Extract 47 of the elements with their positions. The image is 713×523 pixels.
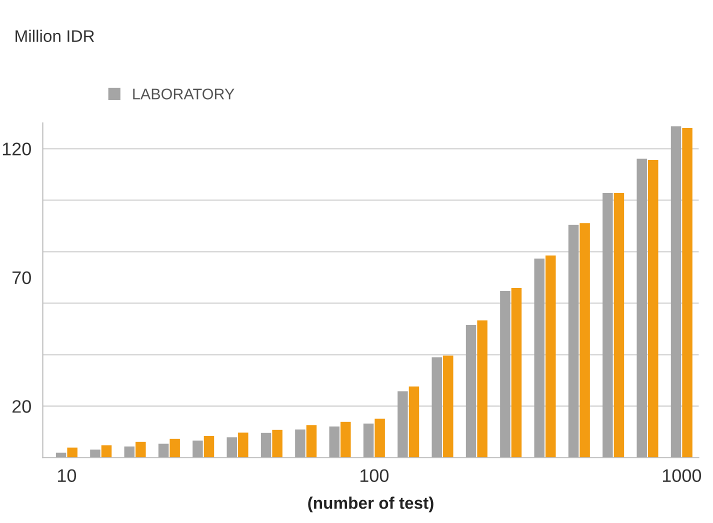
bar (170, 438, 180, 458)
bar (90, 450, 100, 458)
bar (124, 446, 135, 458)
bar (568, 224, 579, 458)
bar (295, 430, 306, 458)
bar (158, 444, 169, 458)
x-tick-label: 100 (360, 469, 389, 482)
y-tick-label: 70 (12, 271, 31, 284)
x-axis-title: (number of test) (308, 496, 434, 512)
bar (670, 126, 682, 458)
x-tick-label: 10 (58, 469, 76, 482)
bar (340, 422, 351, 458)
bar (648, 160, 658, 458)
bar (511, 288, 522, 458)
bar (329, 426, 340, 458)
bar (238, 432, 248, 458)
bar (56, 452, 66, 458)
bar (101, 445, 112, 458)
bar (432, 357, 442, 458)
bar (136, 442, 146, 458)
bar (477, 320, 488, 458)
text: Million IDR (16, 30, 94, 42)
bar (546, 256, 556, 458)
x-tick-label: 1000 (662, 469, 702, 482)
bar (443, 356, 454, 458)
bar (580, 223, 590, 458)
bar (204, 436, 214, 458)
bar (500, 291, 510, 458)
bar (398, 391, 408, 458)
bar (614, 192, 624, 458)
bar (682, 128, 692, 458)
bar (602, 192, 613, 458)
bar (363, 424, 374, 458)
bar (408, 386, 420, 458)
bar (260, 432, 272, 458)
y-tick-label: 20 (12, 400, 31, 413)
bar (374, 418, 385, 458)
legend-label: LABORATORY (133, 88, 234, 100)
bar (226, 437, 238, 458)
bar (466, 325, 476, 458)
bar (67, 448, 78, 458)
bar (534, 258, 544, 458)
bar (192, 440, 203, 458)
bar (306, 425, 317, 458)
bar (636, 158, 647, 458)
bar (272, 430, 282, 458)
y-tick-label: 120 (2, 142, 31, 156)
